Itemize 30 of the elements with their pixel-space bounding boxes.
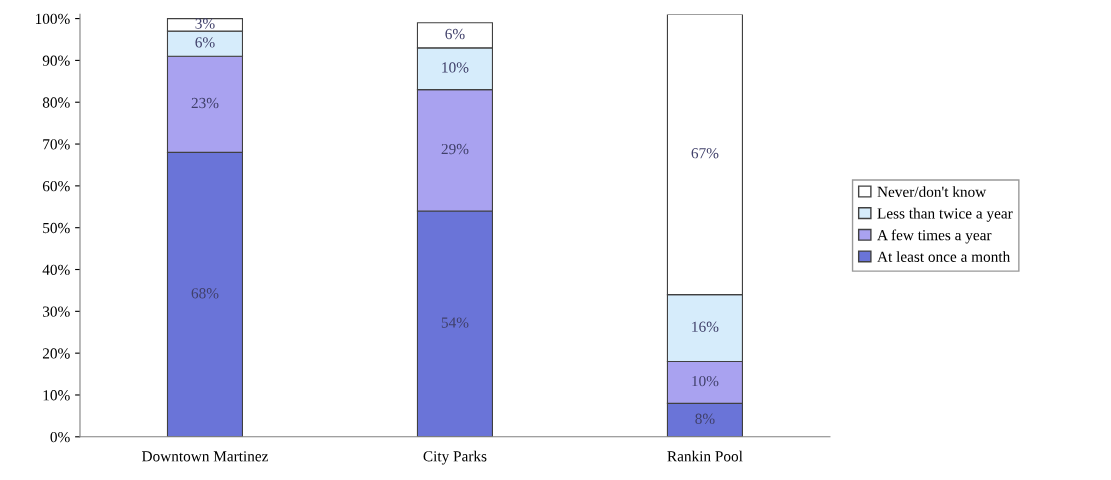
x-tick-label: Downtown Martinez xyxy=(141,451,268,462)
legend-label: Less than twice a year xyxy=(877,207,1013,222)
x-tick-label: Rankin Pool xyxy=(667,450,743,462)
data-label: 3% xyxy=(195,18,215,29)
data-label: 10% xyxy=(442,62,469,73)
data-label: 6% xyxy=(195,37,215,48)
y-tick-label: 80% xyxy=(42,97,70,108)
y-tick-label: 90% xyxy=(42,55,70,66)
data-label: 54% xyxy=(441,317,469,328)
data-label: 29% xyxy=(441,143,469,155)
y-tick-label: 10% xyxy=(43,390,70,401)
y-tick-label: 100% xyxy=(35,13,70,25)
data-label: 10% xyxy=(692,375,719,387)
data-label: 23% xyxy=(191,97,219,109)
legend-label: Never/don't know xyxy=(877,186,987,198)
data-label: 68% xyxy=(191,288,219,299)
data-label: 6% xyxy=(445,28,465,40)
data-label: 8% xyxy=(695,413,715,424)
y-tick-label: 30% xyxy=(43,306,70,317)
data-label: 16% xyxy=(692,321,719,332)
y-tick-label: 40% xyxy=(42,264,70,276)
data-label: 67% xyxy=(691,148,719,159)
y-tick-label: 70% xyxy=(43,139,70,150)
x-tick-label: City Parks xyxy=(423,450,487,465)
y-tick-label: 20% xyxy=(42,348,70,359)
y-tick-label: 60% xyxy=(42,181,70,192)
y-tick-label: 50% xyxy=(43,222,70,234)
legend-label: A few times a year xyxy=(877,229,992,244)
legend-label: At least once a month xyxy=(877,251,1011,262)
y-tick-label: 0% xyxy=(50,431,70,443)
